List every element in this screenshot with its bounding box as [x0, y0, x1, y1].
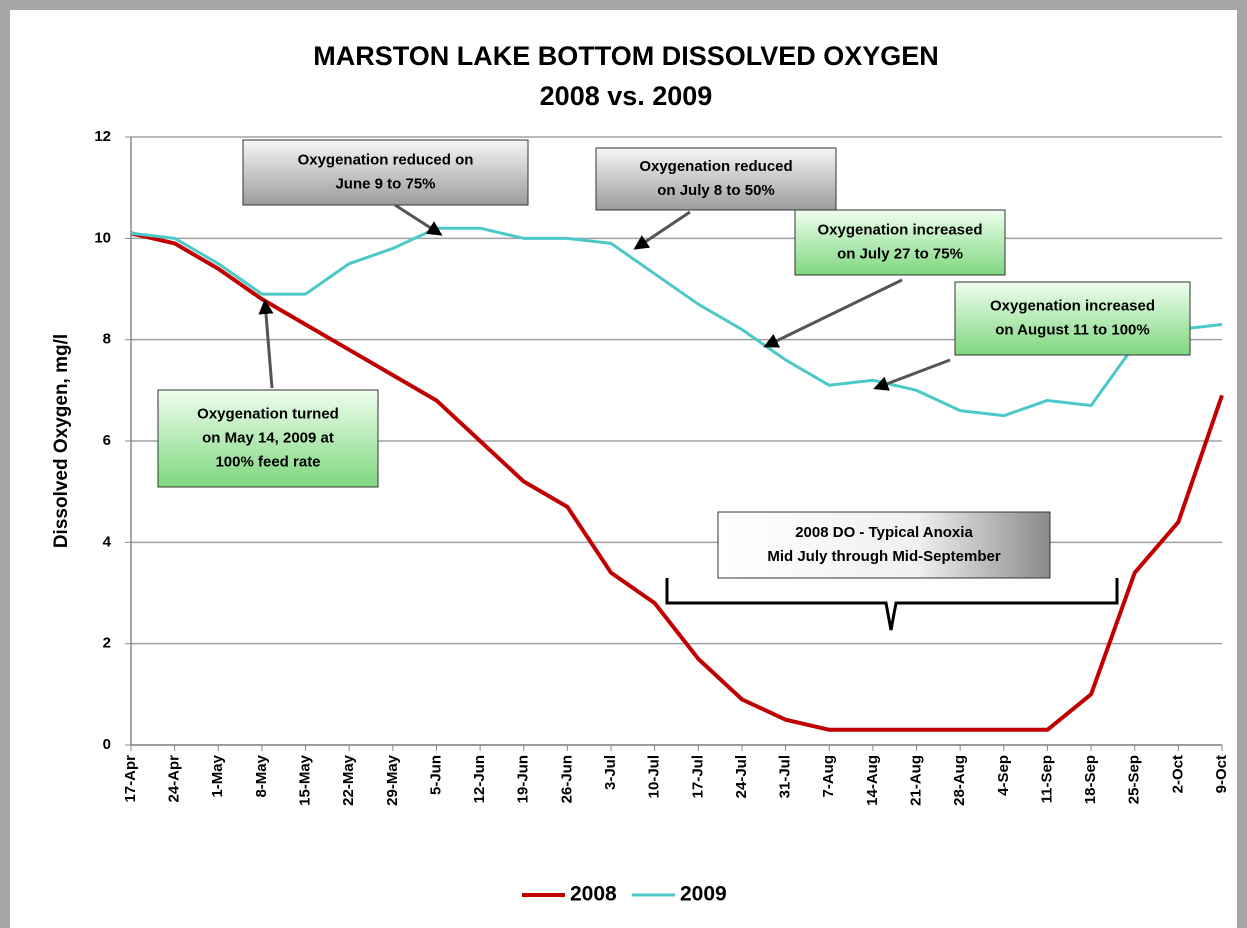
annotation-text: Oxygenation increased — [817, 221, 982, 238]
x-tick-label: 8-May — [253, 754, 270, 797]
x-tick-label: 11-Sep — [1038, 755, 1055, 803]
annotation-text: Oxygenation increased — [990, 297, 1155, 314]
chart-title: MARSTON LAKE BOTTOM DISSOLVED OXYGEN — [313, 41, 939, 71]
x-tick-label: 21-Aug — [907, 755, 924, 806]
chart-subtitle: 2008 vs. 2009 — [540, 81, 713, 111]
x-tick-label: 9-Oct — [1213, 755, 1230, 793]
annotation-text: on August 11 to 100% — [995, 321, 1149, 338]
annotation-arrow — [394, 203, 443, 236]
legend-label: 2008 — [570, 883, 617, 906]
x-tick-label: 7-Aug — [820, 755, 837, 798]
x-tick-label: 4-Sep — [995, 755, 1012, 796]
annotation-box — [954, 281, 1191, 356]
y-axis-label: Dissolved Oxygen, mg/l — [51, 334, 72, 548]
annotation-text: Oxygenation reduced — [639, 158, 792, 175]
x-tick-label: 17-Apr — [122, 755, 139, 803]
x-tick-label: 17-Jul — [689, 755, 706, 798]
y-tick-label: 4 — [103, 533, 112, 550]
x-tick-label: 10-Jul — [646, 755, 663, 798]
brace — [665, 578, 1119, 631]
annotation-text: Mid July through Mid-September — [767, 548, 1000, 565]
annotation-text: Oxygenation reduced on — [298, 151, 474, 168]
x-tick-label: 24-Apr — [166, 755, 183, 803]
annotation-arrow — [763, 278, 903, 348]
annotation-text: June 9 to 75% — [335, 175, 435, 192]
x-tick-label: 25-Sep — [1126, 755, 1143, 804]
x-tick-label: 2-Oct — [1169, 755, 1186, 793]
x-tick-label: 22-May — [340, 754, 357, 806]
annotation-text: Oxygenation turned — [197, 405, 339, 422]
x-tick-label: 24-Jul — [733, 755, 750, 798]
y-tick-label: 2 — [103, 635, 111, 652]
series-line — [130, 231, 1224, 732]
annotation-arrow — [873, 358, 951, 391]
x-tick-label: 15-May — [297, 754, 314, 806]
annotation-text: 2008 DO - Typical Anoxia — [795, 524, 973, 541]
annotation-box — [242, 139, 529, 206]
annotation-arrow — [633, 210, 691, 250]
annotation-arrow — [258, 299, 274, 389]
x-tick-label: 1-May — [209, 754, 226, 797]
annotation-text: on May 14, 2009 at — [202, 429, 334, 446]
y-tick-label: 10 — [94, 229, 111, 246]
series-line — [130, 226, 1223, 418]
y-tick-label: 0 — [103, 736, 111, 753]
annotation-text: 100% feed rate — [215, 453, 320, 470]
annotation-text: on July 27 to 75% — [837, 245, 963, 262]
x-tick-label: 18-Sep — [1082, 755, 1099, 804]
x-tick-label: 3-Jul — [602, 755, 619, 790]
y-tick-label: 8 — [103, 331, 111, 348]
annotation-box — [717, 511, 1051, 579]
y-tick-label: 12 — [94, 128, 111, 145]
x-tick-label: 31-Jul — [777, 755, 794, 798]
x-tick-label: 5-Jun — [427, 755, 444, 795]
legend-label: 2009 — [680, 883, 727, 906]
annotation-box — [794, 209, 1006, 276]
x-tick-label: 12-Jun — [471, 755, 488, 803]
x-tick-label: 26-Jun — [558, 755, 575, 803]
annotation-box — [595, 147, 837, 211]
annotation-box — [157, 389, 379, 488]
x-tick-label: 29-May — [384, 754, 401, 806]
y-tick-label: 6 — [103, 432, 111, 449]
x-tick-label: 14-Aug — [864, 755, 881, 806]
x-tick-label: 28-Aug — [951, 755, 968, 806]
x-tick-label: 19-Jun — [515, 755, 532, 803]
annotation-text: on July 8 to 50% — [657, 182, 775, 199]
